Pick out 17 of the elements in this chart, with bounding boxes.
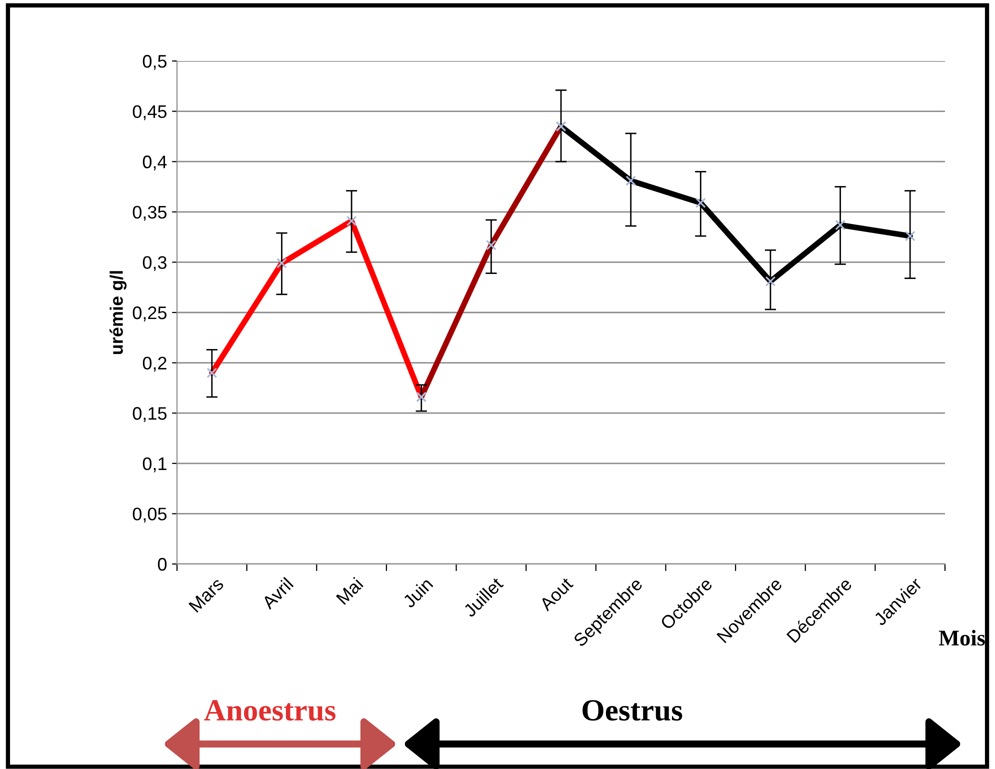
x-axis-title: Mois: [938, 630, 985, 646]
text: Oestrus: [582, 700, 682, 721]
y-tick-label: 0,3: [142, 256, 166, 272]
x-tick-label: Mai: [336, 576, 364, 605]
y-tick-label: 0,25: [132, 306, 167, 322]
y-tick-label: 0: [158, 558, 167, 571]
x-tick-label: Juin: [402, 576, 434, 609]
y-tick-label: 0,45: [132, 105, 167, 120]
y-tick-label: 0,1: [142, 457, 166, 472]
y-tick-label: 0,5: [142, 54, 167, 70]
text: Anoestrus: [204, 700, 336, 721]
y-tick-label: 0,05: [132, 508, 167, 523]
y-tick-label: 0,35: [132, 206, 167, 221]
y-tick-label: 0,2: [142, 356, 166, 372]
y-tick-label: 0,15: [132, 407, 167, 422]
y-axis-title: urémie g/l: [110, 271, 127, 354]
y-tick-label: 0,4: [142, 156, 167, 170]
